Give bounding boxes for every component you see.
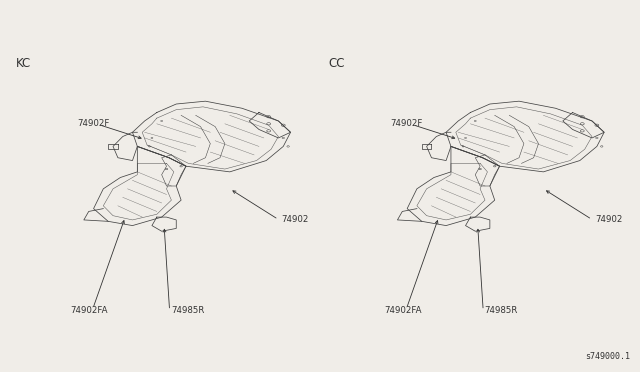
Text: KC: KC [16, 57, 31, 70]
Text: s749000.1: s749000.1 [586, 352, 630, 361]
Text: 74902F: 74902F [77, 119, 109, 128]
Text: 74902FA: 74902FA [70, 306, 108, 315]
Text: CC: CC [328, 57, 345, 70]
Text: 74985R: 74985R [484, 306, 518, 315]
Text: 74985R: 74985R [171, 306, 204, 315]
Text: 74902F: 74902F [390, 119, 423, 128]
Text: 74902: 74902 [282, 215, 309, 224]
Text: 74902: 74902 [595, 215, 623, 224]
Text: 74902FA: 74902FA [384, 306, 422, 315]
